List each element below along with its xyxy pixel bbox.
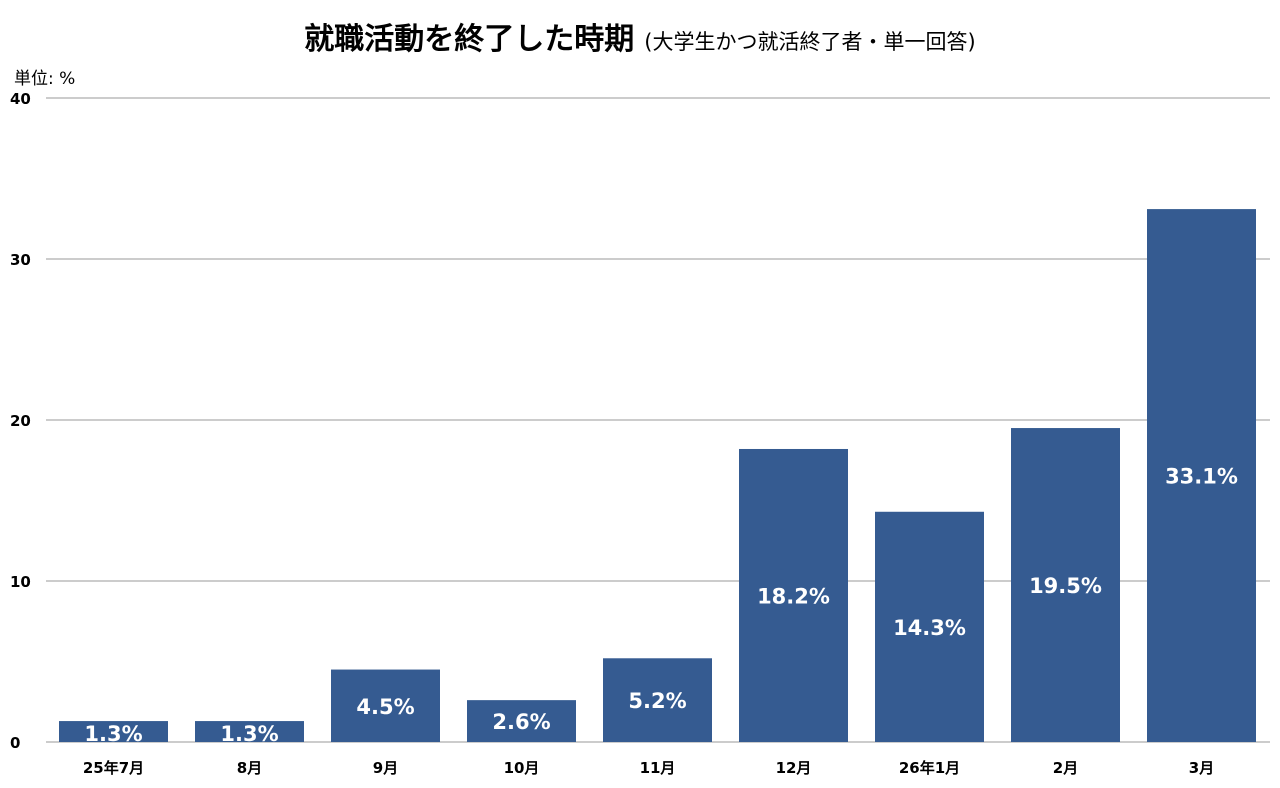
bar-value-label: 1.3% bbox=[84, 722, 142, 746]
bar-layer bbox=[59, 209, 1256, 743]
bar bbox=[59, 721, 168, 742]
bar bbox=[467, 700, 576, 742]
x-category-label: 2月 bbox=[1053, 759, 1078, 777]
y-tick-label: 0 bbox=[10, 734, 20, 752]
x-category-label: 8月 bbox=[237, 759, 262, 777]
y-tick-label: 20 bbox=[10, 412, 31, 430]
x-category-label: 11月 bbox=[640, 759, 676, 777]
bar-value-label: 1.3% bbox=[220, 722, 278, 746]
bar-value-label: 2.6% bbox=[492, 710, 550, 734]
bar-value-label: 5.2% bbox=[628, 689, 686, 713]
bar-value-label: 33.1% bbox=[1165, 465, 1238, 489]
x-category-label: 9月 bbox=[373, 759, 398, 777]
bar bbox=[875, 511, 984, 742]
x-category-label: 26年1月 bbox=[899, 759, 960, 777]
x-category-label: 12月 bbox=[776, 759, 812, 777]
bar-value-label: 14.3% bbox=[893, 616, 966, 640]
label-layer: 0 10 20 30 40 1.3% 25年7月 1.3% 8月 4.5% 9月 2.6% 10月 5.2… bbox=[10, 90, 1238, 777]
x-category-label: 10月 bbox=[504, 759, 540, 777]
bar-value-label: 18.2% bbox=[757, 584, 830, 608]
bar-value-label: 4.5% bbox=[356, 695, 414, 719]
bar bbox=[331, 669, 440, 742]
chart-subtitle: (大学生かつ就活終了者・単一回答) bbox=[644, 30, 976, 54]
unit-label: 単位: % bbox=[14, 69, 76, 89]
bar bbox=[603, 658, 712, 742]
x-category-label: 25年7月 bbox=[83, 759, 144, 777]
y-tick-label: 30 bbox=[10, 251, 31, 269]
bar bbox=[1011, 428, 1120, 742]
bar bbox=[1147, 209, 1256, 743]
bar-value-label: 19.5% bbox=[1029, 574, 1102, 598]
chart-title: 就職活動を終了した時期 bbox=[304, 22, 635, 57]
y-tick-label: 40 bbox=[10, 90, 31, 108]
bar bbox=[739, 448, 848, 742]
chart-title-row: 就職活動を終了した時期 (大学生かつ就活終了者・単一回答) bbox=[0, 14, 1280, 58]
x-category-label: 3月 bbox=[1189, 759, 1214, 777]
bar bbox=[195, 721, 304, 742]
y-tick-label: 10 bbox=[10, 573, 31, 591]
